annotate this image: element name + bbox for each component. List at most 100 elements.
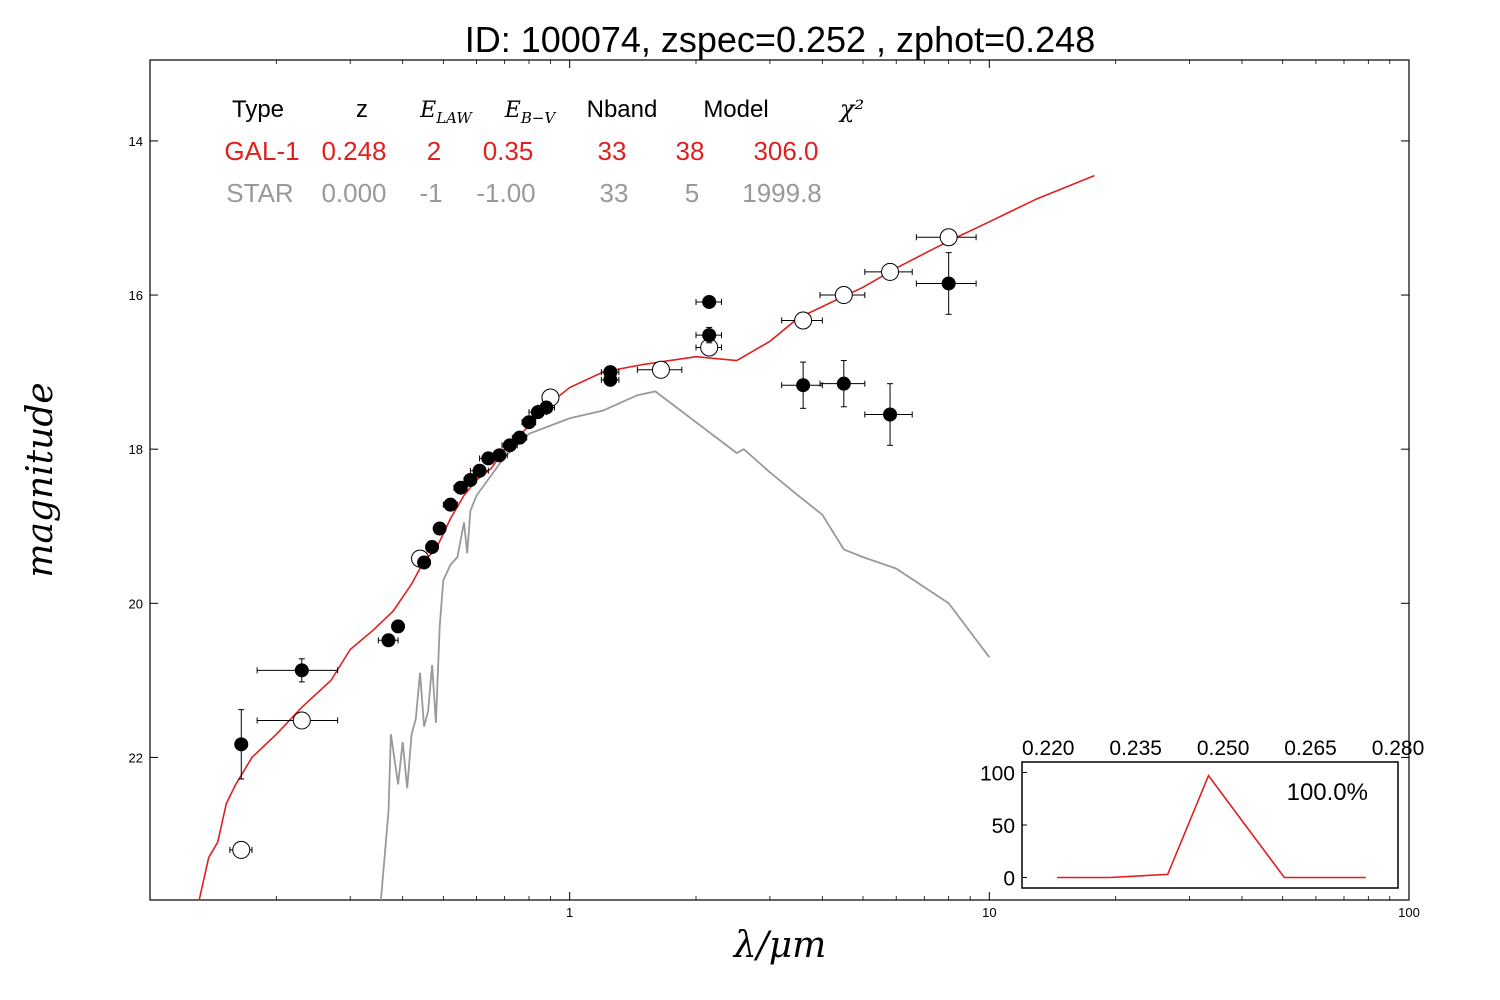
filled-marker: [512, 430, 527, 445]
observed-point-filled: [521, 415, 537, 430]
inset-x-tick-label: 0.220: [1022, 737, 1075, 760]
filled-marker: [702, 328, 717, 343]
observed-point-open: [819, 286, 866, 305]
filled-marker: [941, 276, 956, 291]
star-ebv: -1.00: [476, 178, 535, 208]
observed-point-open: [695, 338, 722, 357]
open-marker: [834, 286, 853, 305]
filled-marker: [492, 448, 507, 463]
filled-marker: [425, 540, 440, 555]
galaxy-ebv: 0.35: [483, 136, 534, 166]
x-tick-label: 1: [566, 905, 573, 920]
filled-marker: [521, 415, 536, 430]
inset-x-tick-label: 0.265: [1284, 737, 1337, 760]
y-tick-label: 20: [129, 596, 143, 611]
star-type: STAR: [226, 178, 293, 208]
filled-marker: [603, 372, 618, 387]
open-marker: [292, 711, 311, 730]
observed-point-filled: [864, 383, 913, 446]
x-tick-label: 10: [982, 905, 996, 920]
observed-point-filled: [391, 619, 406, 634]
observed-point-filled: [256, 658, 339, 683]
table-header-z: z: [356, 96, 368, 123]
galaxy-nband: 33: [598, 136, 627, 166]
table-row-galaxy: GAL-1 0.248 2 0.35 33 38 306.0: [224, 136, 818, 166]
filled-marker: [472, 463, 487, 478]
observed-point-filled: [469, 463, 489, 478]
fit-table: Type z ELAW EB−V Nband Model χ² GAL-1 0.…: [224, 95, 864, 208]
inset-pdf-layer: [1057, 773, 1366, 879]
table-header-elaw: ELAW: [419, 98, 473, 127]
observed-point-filled: [501, 438, 518, 453]
x-axis-label: λ/μm: [732, 925, 826, 966]
observed-points-layer: [229, 228, 977, 859]
observed-point-filled: [377, 633, 399, 648]
open-marker: [232, 840, 251, 859]
observed-point-filled: [425, 540, 440, 555]
observed-point-filled: [417, 555, 432, 570]
inset-y-tick-label: 50: [992, 815, 1015, 838]
y-tick-label: 22: [129, 750, 143, 765]
filled-marker: [381, 633, 396, 648]
inset-x-tick-label: 0.280: [1372, 737, 1425, 760]
observed-point-open: [915, 228, 977, 247]
filled-marker: [883, 407, 898, 422]
filled-marker: [836, 376, 851, 391]
filled-marker: [796, 378, 811, 393]
filled-marker: [502, 438, 517, 453]
star-model: 5: [685, 178, 699, 208]
inset-axis-ticks: 0.220 0.235 0.250 0.265 0.280 0 50 100: [980, 737, 1424, 891]
filled-marker: [443, 497, 458, 512]
galaxy-model-line: [198, 174, 1095, 901]
inset-pdf-line: [1057, 773, 1366, 879]
star-nband: 33: [600, 178, 629, 208]
galaxy-z: 0.248: [321, 136, 386, 166]
table-header-type: Type: [232, 96, 284, 123]
table-header-model: Model: [703, 96, 768, 123]
galaxy-model: 38: [676, 136, 705, 166]
main-series-layer: [198, 174, 1095, 901]
galaxy-elaw: 2: [427, 136, 441, 166]
open-marker: [939, 228, 958, 247]
table-header-chi2: χ²: [838, 95, 864, 123]
observed-point-filled: [781, 361, 823, 409]
inset-percent-annotation: 100.0%: [1287, 779, 1368, 806]
observed-point-filled: [915, 252, 977, 315]
filled-marker: [417, 555, 432, 570]
observed-point-filled: [695, 294, 722, 309]
observed-point-filled: [442, 497, 458, 512]
y-tick-label: 16: [129, 288, 143, 303]
filled-marker: [234, 737, 249, 752]
observed-point-filled: [819, 360, 866, 408]
filled-marker: [294, 663, 309, 678]
table-header-ebv: EB−V: [504, 98, 558, 127]
observed-point-filled: [695, 326, 722, 344]
y-axis-label: magnitude: [20, 382, 61, 577]
table-row-star: STAR 0.000 -1 -1.00 33 5 1999.8: [226, 178, 821, 208]
inset-y-tick-label: 100: [980, 763, 1015, 786]
y-tick-label: 18: [129, 442, 143, 457]
observed-point-filled: [234, 709, 249, 780]
filled-marker: [539, 400, 554, 415]
galaxy-type: GAL-1: [224, 136, 299, 166]
filled-marker: [432, 521, 447, 536]
x-tick-label: 100: [1398, 905, 1420, 920]
star-elaw: -1: [419, 178, 442, 208]
inset-y-tick-label: 0: [1003, 868, 1015, 891]
y-tick-label: 14: [129, 134, 143, 149]
inset-background: [1022, 762, 1398, 888]
star-z: 0.000: [321, 178, 386, 208]
main-plot-frame: [149, 59, 1410, 901]
observed-point-filled: [432, 521, 447, 536]
star-model-line: [380, 390, 991, 901]
open-marker: [794, 311, 813, 330]
observed-point-open: [256, 711, 339, 730]
filled-marker: [453, 480, 468, 495]
inset-x-tick-label: 0.250: [1197, 737, 1250, 760]
filled-marker: [702, 294, 717, 309]
observed-point-open: [781, 311, 823, 330]
table-header-nband: Nband: [587, 96, 658, 123]
star-chi2: 1999.8: [742, 178, 822, 208]
